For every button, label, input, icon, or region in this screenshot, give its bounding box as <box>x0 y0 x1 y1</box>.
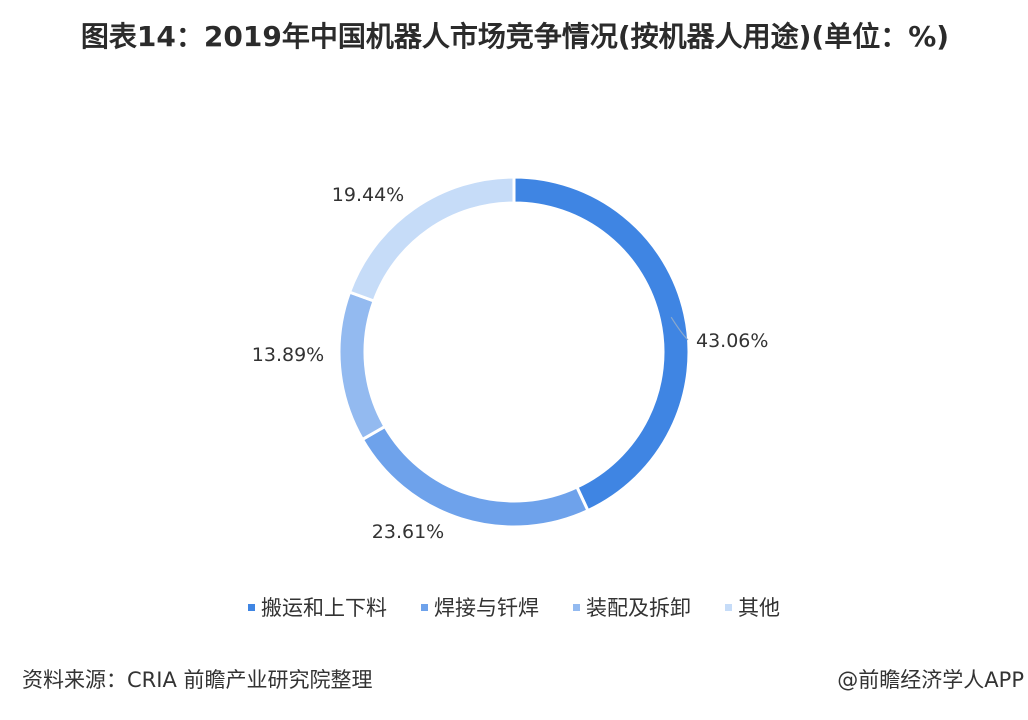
source-note: 资料来源：CRIA 前瞻产业研究院整理 <box>22 668 373 692</box>
legend-label-3: 装配及拆卸 <box>586 596 691 620</box>
legend-label-1: 搬运和上下料 <box>261 596 387 620</box>
donut-chart: 43.06% 23.61% 13.89% 19.44% <box>252 175 768 543</box>
legend-item-3: 装配及拆卸 <box>573 592 691 622</box>
leader-line-1 <box>670 316 689 341</box>
data-label-4: 19.44% <box>332 184 404 206</box>
legend-label-4: 其他 <box>738 596 780 620</box>
donut-slice-4 <box>347 175 516 303</box>
legend-item-2: 焊接与钎焊 <box>421 592 539 622</box>
chart-legend: 搬运和上下料 焊接与钎焊 装配及拆卸 其他 <box>0 592 1028 622</box>
donut-slice-1 <box>512 175 691 513</box>
data-label-2: 23.61% <box>372 521 444 543</box>
legend-swatch-3 <box>573 603 580 611</box>
data-label-3: 13.89% <box>252 344 324 366</box>
legend-label-2: 焊接与钎焊 <box>434 596 539 620</box>
data-label-1: 43.06% <box>696 330 768 352</box>
donut-slice-3 <box>337 290 387 442</box>
legend-swatch-2 <box>421 603 428 611</box>
chart-title: 图表14：2019年中国机器人市场竞争情况(按机器人用途)(单位：%) <box>80 20 950 53</box>
legend-swatch-4 <box>725 603 732 611</box>
credit-note: @前瞻经济学人APP <box>837 668 1024 692</box>
legend-item-4: 其他 <box>725 592 780 622</box>
legend-item-1: 搬运和上下料 <box>248 592 387 622</box>
legend-swatch-1 <box>248 603 255 611</box>
donut-slice-2 <box>360 424 590 529</box>
